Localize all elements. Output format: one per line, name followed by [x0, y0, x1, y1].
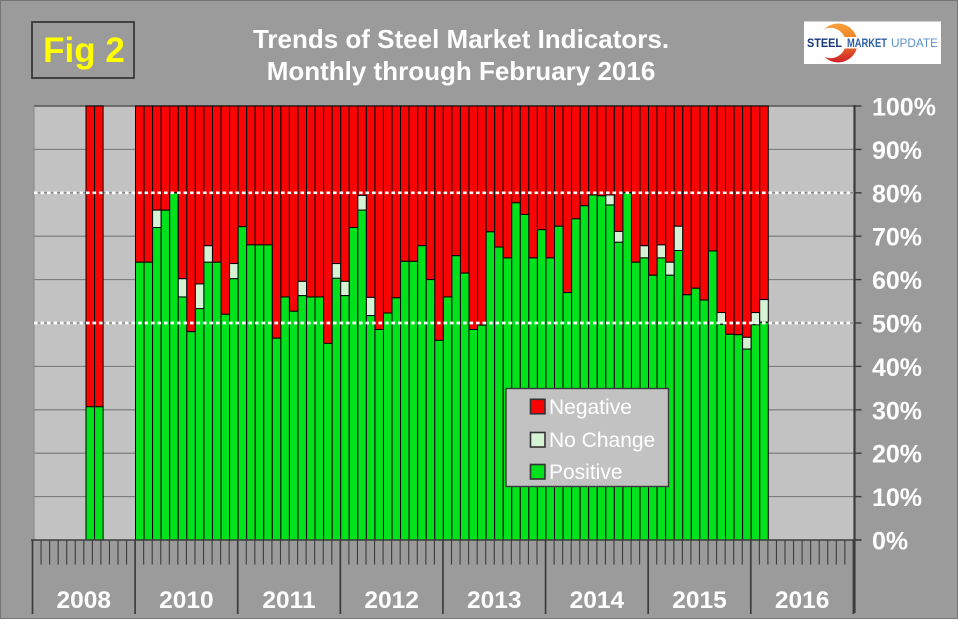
svg-text:50%: 50%	[872, 311, 922, 339]
svg-text:60%: 60%	[872, 267, 922, 295]
svg-text:2015: 2015	[672, 587, 727, 614]
svg-text:2010: 2010	[159, 587, 214, 614]
svg-text:2008: 2008	[57, 587, 112, 614]
svg-text:Negative: Negative	[549, 396, 632, 419]
svg-text:40%: 40%	[872, 354, 922, 382]
svg-text:STEEL: STEEL	[807, 36, 842, 50]
svg-text:2013: 2013	[467, 587, 522, 614]
svg-text:80%: 80%	[872, 180, 922, 208]
svg-text:2011: 2011	[262, 587, 315, 614]
svg-text:Monthly through February 2016: Monthly through February 2016	[267, 56, 656, 86]
svg-text:No Change: No Change	[549, 429, 655, 452]
svg-text:Positive: Positive	[549, 461, 623, 484]
svg-text:10%: 10%	[872, 484, 922, 512]
svg-text:2014: 2014	[570, 587, 625, 614]
svg-text:UPDATE: UPDATE	[891, 36, 938, 50]
svg-text:90%: 90%	[872, 137, 922, 165]
svg-text:Trends of Steel Market Indicat: Trends of Steel Market Indicators.	[253, 24, 669, 54]
svg-text:2016: 2016	[775, 587, 830, 614]
svg-text:MARKET: MARKET	[847, 36, 888, 50]
svg-text:0%: 0%	[872, 528, 908, 556]
svg-text:20%: 20%	[872, 441, 922, 469]
svg-text:Fig 2: Fig 2	[43, 31, 125, 70]
svg-text:30%: 30%	[872, 397, 922, 425]
svg-text:2012: 2012	[364, 587, 419, 614]
svg-text:70%: 70%	[872, 224, 922, 252]
svg-text:100%: 100%	[872, 94, 936, 122]
